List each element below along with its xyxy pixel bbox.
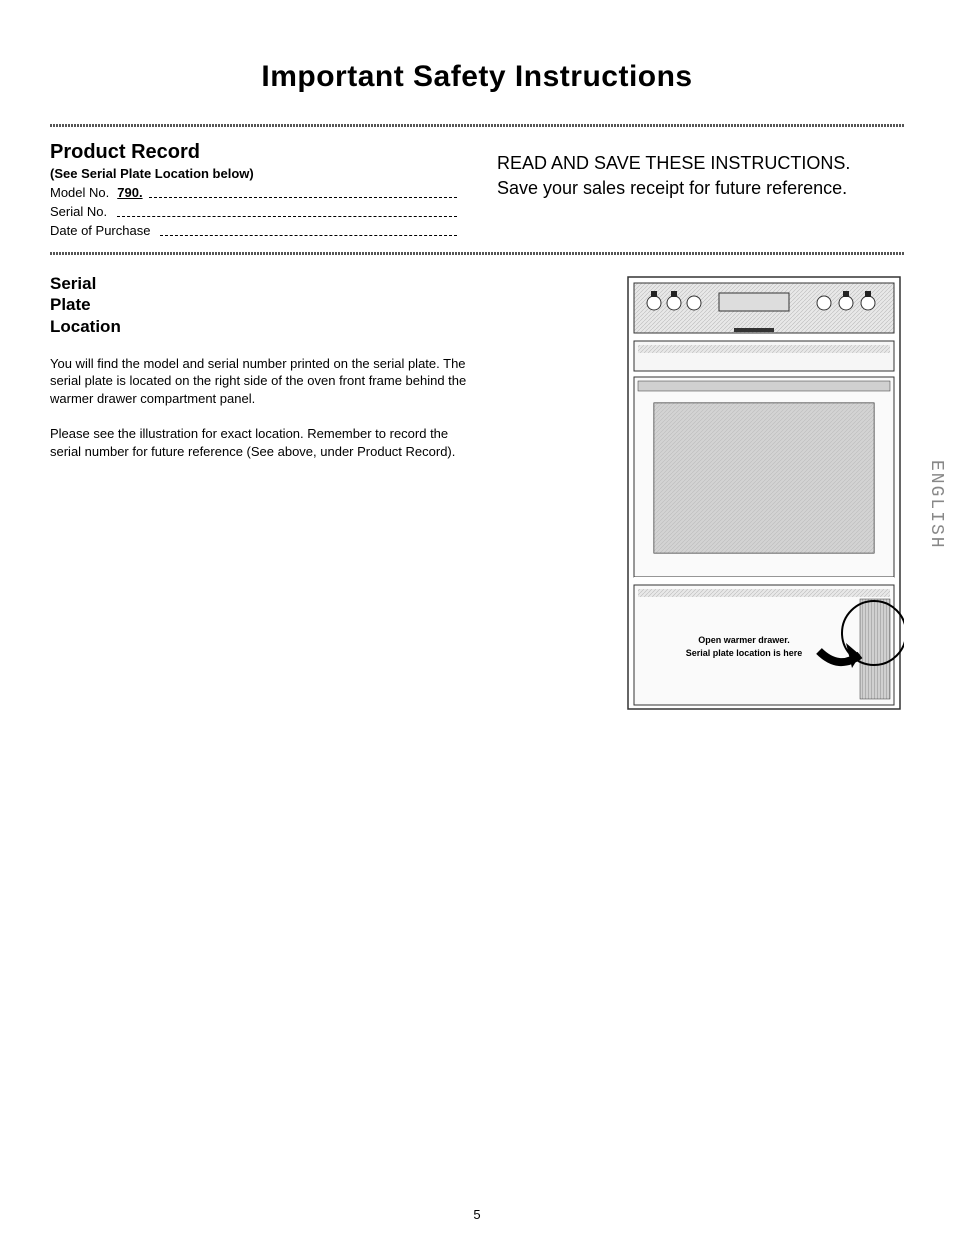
heading-line3: Location bbox=[50, 317, 121, 336]
serial-plate-heading: Serial Plate Location bbox=[50, 273, 594, 337]
product-record-subheading: (See Serial Plate Location below) bbox=[50, 166, 457, 181]
serial-plate-para1: You will find the model and serial numbe… bbox=[50, 355, 470, 408]
language-tab: ENGLISH bbox=[926, 460, 946, 550]
serial-no-label: Serial No. bbox=[50, 204, 107, 219]
product-record-heading: Product Record bbox=[50, 141, 457, 164]
heading-line1: Serial bbox=[50, 274, 96, 293]
product-record-block: Product Record (See Serial Plate Locatio… bbox=[50, 133, 457, 242]
model-no-row: Model No. 790. bbox=[50, 185, 457, 200]
date-row: Date of Purchase bbox=[50, 223, 457, 238]
date-label: Date of Purchase bbox=[50, 223, 150, 238]
oven-svg: Open warmer drawer. Serial plate locatio… bbox=[624, 273, 904, 713]
model-no-label: Model No. bbox=[50, 185, 109, 200]
warmer-drawer bbox=[634, 585, 894, 705]
model-no-value: 790. bbox=[115, 185, 144, 200]
date-line bbox=[160, 235, 457, 236]
divider-top bbox=[50, 124, 904, 127]
serial-plate-section: Serial Plate Location You will find the … bbox=[50, 273, 904, 718]
oven-diagram: Open warmer drawer. Serial plate locatio… bbox=[624, 273, 904, 718]
read-save-line1: READ AND SAVE THESE INSTRUCTIONS. bbox=[497, 153, 904, 174]
model-no-line bbox=[149, 197, 457, 198]
page-number: 5 bbox=[0, 1207, 954, 1222]
serial-plate-text-col: Serial Plate Location You will find the … bbox=[50, 273, 594, 478]
serial-plate-para2: Please see the illustration for exact lo… bbox=[50, 425, 470, 460]
header-columns: Product Record (See Serial Plate Locatio… bbox=[50, 133, 904, 242]
divider-mid bbox=[50, 252, 904, 255]
read-save-line2: Save your sales receipt for future refer… bbox=[497, 178, 904, 199]
callout-line2: Serial plate location is here bbox=[686, 648, 803, 658]
serial-no-line bbox=[117, 216, 457, 217]
serial-plate-region bbox=[860, 599, 890, 699]
heading-line2: Plate bbox=[50, 295, 91, 314]
callout-line1: Open warmer drawer. bbox=[698, 635, 790, 645]
read-save-block: READ AND SAVE THESE INSTRUCTIONS. Save y… bbox=[497, 153, 904, 199]
page-title: Important Safety Instructions bbox=[50, 60, 904, 94]
serial-no-row: Serial No. bbox=[50, 204, 457, 219]
manual-page: Important Safety Instructions Product Re… bbox=[0, 0, 954, 1240]
